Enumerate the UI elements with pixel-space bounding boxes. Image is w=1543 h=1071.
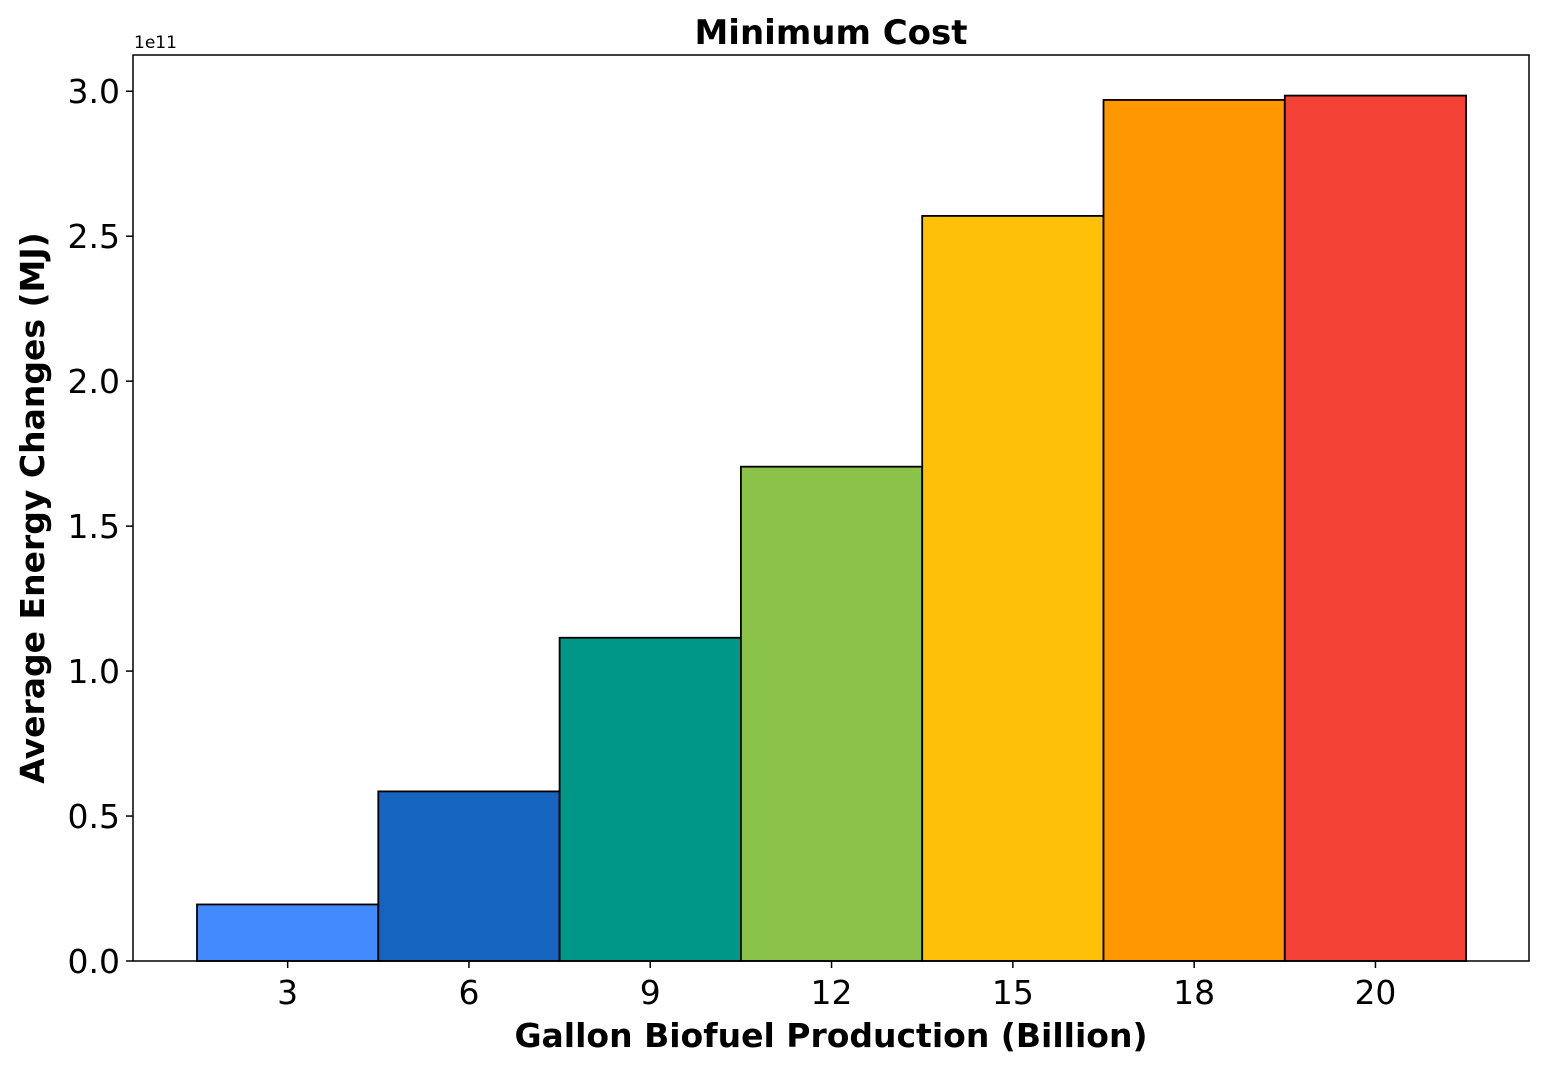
x-tick-label: 18 xyxy=(1173,973,1215,1012)
bar-6 xyxy=(377,790,561,962)
bars-group xyxy=(196,94,1468,962)
x-tick-label: 3 xyxy=(277,973,298,1012)
bar-20 xyxy=(1283,94,1468,962)
y-tick-label: 3.0 xyxy=(68,72,120,111)
y-tick-label: 2.5 xyxy=(68,217,120,256)
x-axis-ticks: 3 6 9 12 15 18 20 xyxy=(277,961,1396,1012)
x-tick-label: 15 xyxy=(992,973,1034,1012)
x-tick-label: 6 xyxy=(458,973,479,1012)
y-tick-label: 0.0 xyxy=(68,942,120,981)
chart-title: Minimum Cost xyxy=(694,13,967,53)
y-tick-label: 1.0 xyxy=(68,652,120,691)
x-tick-label: 9 xyxy=(640,973,661,1012)
x-tick-label: 12 xyxy=(811,973,853,1012)
y-axis-label: Average Energy Changes (MJ) xyxy=(13,232,52,784)
plot-frame xyxy=(132,54,1530,962)
bar-12 xyxy=(740,465,924,962)
bar-18 xyxy=(1102,99,1286,962)
x-tick-label: 20 xyxy=(1354,973,1396,1012)
x-axis-label: Gallon Biofuel Production (Billion) xyxy=(514,1016,1147,1055)
y-tick-label: 1.5 xyxy=(68,507,120,546)
y-offset-label: 1e11 xyxy=(134,33,177,53)
y-tick-label: 2.0 xyxy=(68,362,120,401)
y-tick-label: 0.5 xyxy=(68,797,120,836)
bar-9 xyxy=(558,636,742,962)
y-axis-ticks: 0.0 0.5 1.0 1.5 2.0 2.5 3.0 xyxy=(68,72,133,981)
bar-15 xyxy=(921,215,1105,962)
bar-3 xyxy=(196,903,380,962)
